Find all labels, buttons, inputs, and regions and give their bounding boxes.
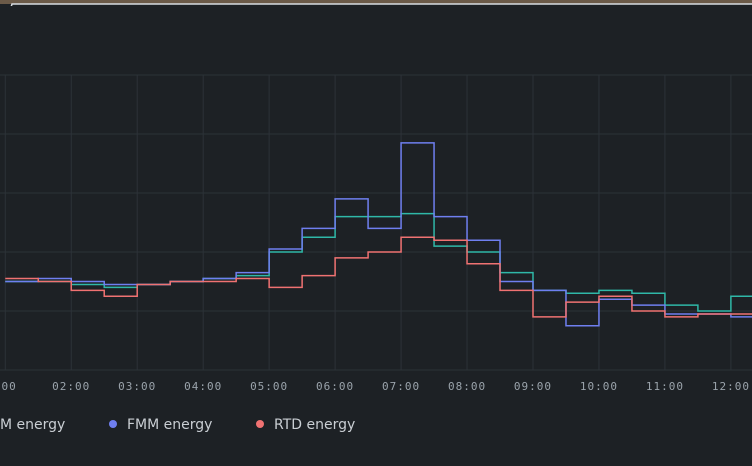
x-tick-label: 09:00: [514, 380, 552, 393]
x-tick-label: 07:00: [382, 380, 420, 393]
x-tick-label: 05:00: [250, 380, 288, 393]
x-tick-label: :00: [0, 380, 17, 393]
x-tick-label: 02:00: [52, 380, 90, 393]
legend-dot: [256, 420, 264, 428]
panel: [0, 6, 752, 466]
series-line: [5, 236, 752, 318]
x-tick-label: 10:00: [580, 380, 618, 393]
x-tick-label: 04:00: [184, 380, 222, 393]
legend-label: RTD energy: [274, 417, 355, 433]
legend-dot: [109, 420, 117, 428]
legend-label: M energy: [0, 417, 65, 433]
x-tick-label: 06:00: [316, 380, 354, 393]
x-tick-label: 12:00: [712, 380, 750, 393]
x-tick-label: 08:00: [448, 380, 486, 393]
x-tick-label: 03:00: [118, 380, 156, 393]
top-image-strip: [0, 0, 752, 4]
x-tick-label: 11:00: [646, 380, 684, 393]
legend-label: FMM energy: [127, 417, 212, 433]
